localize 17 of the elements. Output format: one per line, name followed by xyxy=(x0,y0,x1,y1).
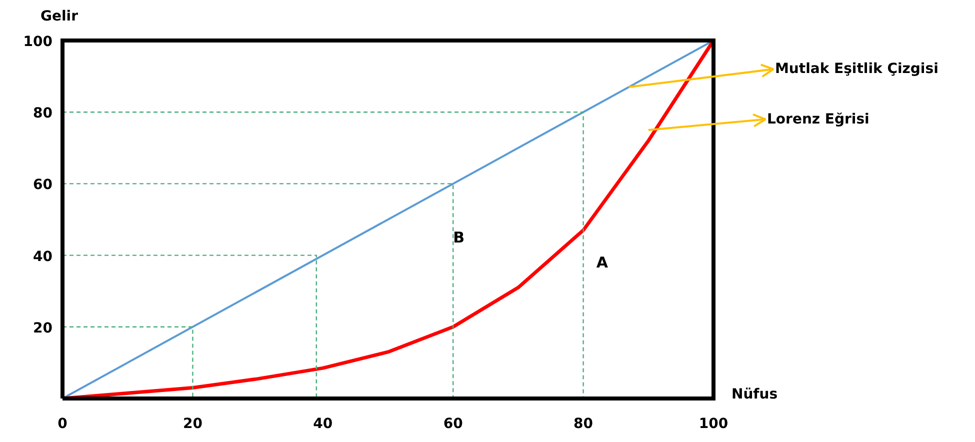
y-tick-label: 60 xyxy=(33,177,53,194)
y-tick-label: 40 xyxy=(33,248,53,265)
y-tick-label: 100 xyxy=(23,34,53,50)
x-tick-label: 100 xyxy=(698,416,728,432)
x-tick-label: 20 xyxy=(182,416,203,432)
annotation: Mutlak Eşitlik Çizgisi xyxy=(775,61,938,78)
y-tick-label: 20 xyxy=(33,320,53,336)
x-tick-label: 0 xyxy=(58,416,68,432)
annotation: Lorenz Eğrisi xyxy=(767,111,870,128)
x-axis-title: Nüfus xyxy=(732,386,778,402)
y-tick-label: 80 xyxy=(33,106,53,122)
annotation: B xyxy=(453,228,465,246)
x-tick-label: 80 xyxy=(574,416,594,432)
x-tick-label: 60 xyxy=(443,416,464,432)
annotation: A xyxy=(596,253,608,272)
y-axis-title: Gelir xyxy=(40,8,78,24)
x-tick-label: 40 xyxy=(313,416,333,432)
